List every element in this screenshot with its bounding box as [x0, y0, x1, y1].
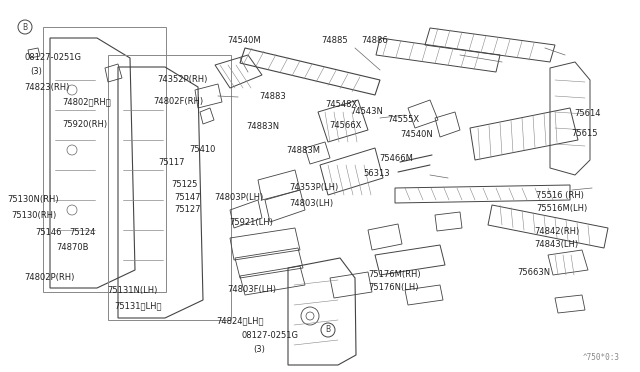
Text: 74842(RH): 74842(RH) — [534, 227, 580, 236]
Bar — [43, 27, 166, 292]
Text: 75146: 75146 — [35, 228, 61, 237]
Text: 74802〈RH〉: 74802〈RH〉 — [63, 97, 111, 106]
Text: B: B — [22, 22, 28, 32]
Text: 74885: 74885 — [321, 36, 348, 45]
Text: 75125: 75125 — [172, 180, 198, 189]
Text: 75130N(RH): 75130N(RH) — [8, 195, 60, 203]
Text: 75130(RH): 75130(RH) — [12, 211, 57, 219]
Text: B: B — [325, 326, 331, 334]
Text: 74548X: 74548X — [325, 100, 357, 109]
Text: 75663N: 75663N — [517, 268, 550, 277]
Text: 74883: 74883 — [259, 92, 286, 101]
Text: 74802P(RH): 74802P(RH) — [24, 273, 75, 282]
Text: 74883N: 74883N — [246, 122, 280, 131]
Text: 74540N: 74540N — [400, 130, 433, 139]
Text: 74803P(LH): 74803P(LH) — [214, 193, 264, 202]
Text: 08127-0251G: 08127-0251G — [24, 53, 81, 62]
Text: (3): (3) — [253, 345, 265, 354]
Text: 75124: 75124 — [69, 228, 95, 237]
Text: 75920(RH): 75920(RH) — [63, 121, 108, 129]
Text: (3): (3) — [31, 67, 43, 76]
Text: 74824〈LH〉: 74824〈LH〉 — [216, 316, 264, 325]
Bar — [108, 55, 231, 320]
Text: 74823(RH): 74823(RH) — [24, 83, 70, 92]
Text: 74883M: 74883M — [287, 146, 321, 155]
Text: 56313: 56313 — [364, 169, 390, 178]
Text: 74555X: 74555X — [387, 115, 419, 124]
Text: 75176N(LH): 75176N(LH) — [368, 283, 419, 292]
Text: 74886: 74886 — [362, 36, 388, 45]
Text: 74843(LH): 74843(LH) — [534, 240, 579, 248]
Text: 74353P(LH): 74353P(LH) — [289, 183, 339, 192]
Text: 75176M(RH): 75176M(RH) — [368, 270, 420, 279]
Text: 75131N(LH): 75131N(LH) — [108, 286, 158, 295]
Text: 75614: 75614 — [575, 109, 601, 118]
Text: 74870B: 74870B — [56, 243, 89, 252]
Text: 75466M: 75466M — [379, 154, 413, 163]
Text: 74543N: 74543N — [351, 107, 383, 116]
Text: 74540M: 74540M — [227, 36, 261, 45]
Text: 74352P(RH): 74352P(RH) — [157, 75, 207, 84]
Text: 74803(LH): 74803(LH) — [289, 199, 333, 208]
Text: 75921(LH): 75921(LH) — [229, 218, 273, 227]
Text: 74566X: 74566X — [330, 121, 362, 130]
Text: 75131〈LH〉: 75131〈LH〉 — [114, 301, 161, 310]
Text: 75147: 75147 — [174, 193, 200, 202]
Text: 74802F(RH): 74802F(RH) — [154, 97, 204, 106]
Text: 75127: 75127 — [174, 205, 200, 214]
Text: ^750*0:3: ^750*0:3 — [583, 353, 620, 362]
Text: 75516 (RH): 75516 (RH) — [536, 191, 584, 200]
Text: 74803F(LH): 74803F(LH) — [227, 285, 276, 294]
Text: 75117: 75117 — [159, 158, 185, 167]
Text: 75410: 75410 — [189, 145, 216, 154]
Text: 75615: 75615 — [571, 129, 597, 138]
Text: 75516M(LH): 75516M(LH) — [536, 204, 588, 213]
Text: 08127-0251G: 08127-0251G — [242, 331, 299, 340]
